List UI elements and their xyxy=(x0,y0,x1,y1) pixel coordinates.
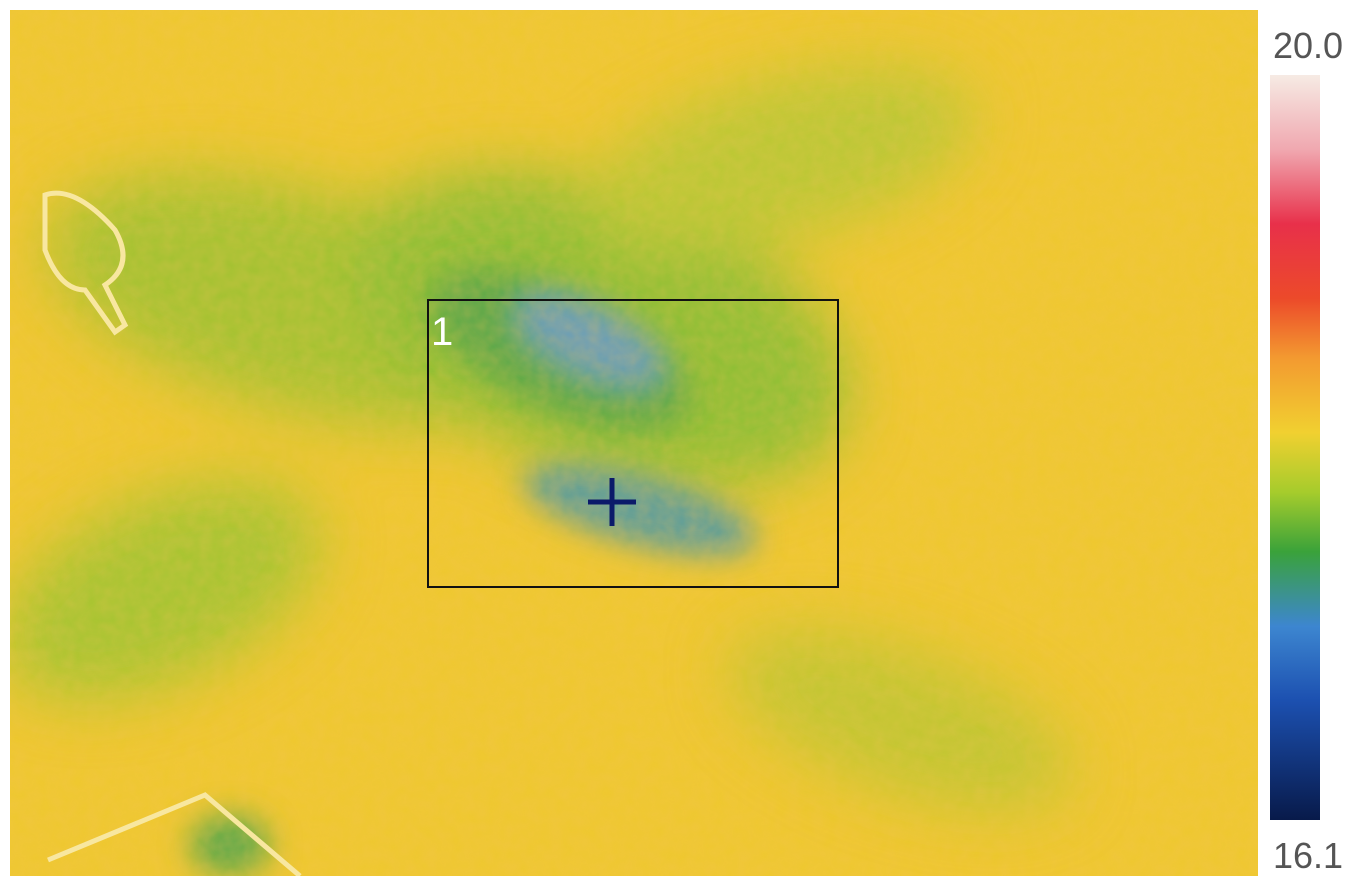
thermal-view: 1 20.0 16.1 xyxy=(0,0,1350,876)
page: 1 20.0 16.1 (() => { const data = JSON.p… xyxy=(0,0,1350,876)
roi-label: 1 xyxy=(431,310,453,354)
thermal-image xyxy=(0,10,1258,876)
scale-min: 16.1 xyxy=(1273,835,1343,876)
scale-max: 20.0 xyxy=(1273,25,1343,66)
color-scale xyxy=(1270,75,1320,820)
